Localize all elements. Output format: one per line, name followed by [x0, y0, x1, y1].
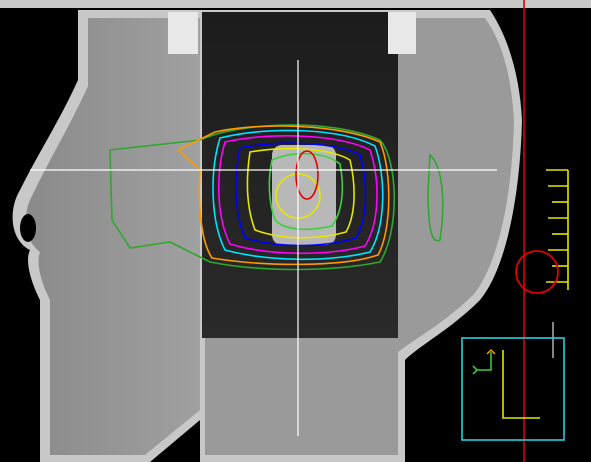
contour-green-right	[427, 153, 444, 242]
structure-contours	[109, 124, 444, 271]
orientation-cube-icon[interactable]	[461, 337, 565, 441]
fiducial-left	[168, 12, 198, 54]
contour-blue	[235, 142, 367, 247]
top-frame	[0, 0, 591, 8]
patient-body-inner	[25, 18, 201, 455]
contour-yellow	[246, 147, 355, 239]
contour-cyan	[212, 129, 384, 261]
crosshair-icon[interactable]	[30, 60, 497, 436]
fiducial-right	[388, 12, 416, 54]
nostril	[20, 214, 36, 242]
contour-green-inner	[268, 152, 344, 231]
ruler-scale-icon	[546, 169, 569, 290]
contour-magenta	[217, 135, 378, 255]
contour-red	[295, 150, 319, 200]
contour-orange	[176, 125, 390, 266]
isocenter-marker-icon[interactable]	[515, 250, 559, 294]
